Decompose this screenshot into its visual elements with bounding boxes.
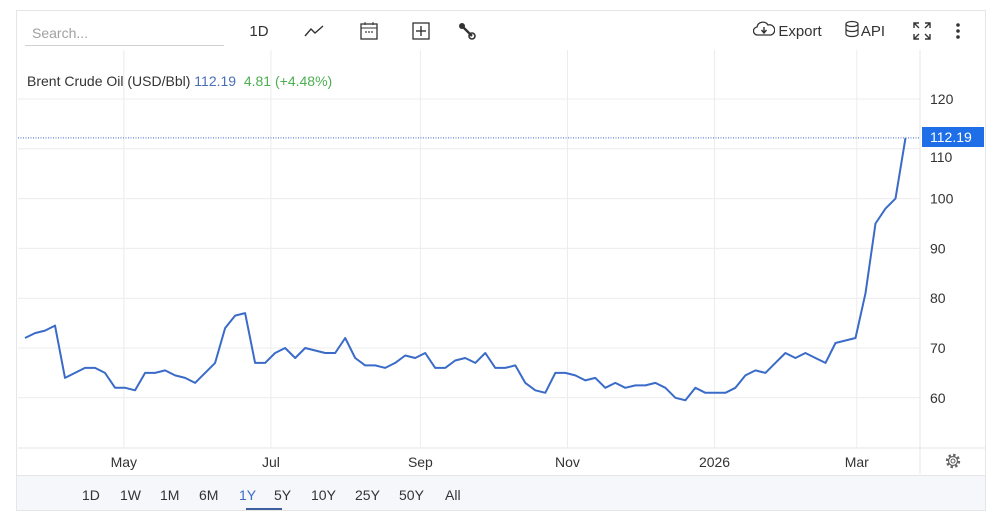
range-selector: 1D 1W 1M 6M 1Y 5Y 10Y 25Y 50Y All (17, 475, 985, 510)
y-tick-label: 120 (930, 91, 954, 107)
api-label: API (860, 22, 886, 40)
range-all[interactable]: All (445, 487, 461, 503)
cloud-download-icon (753, 21, 776, 41)
y-tick-label: 110 (930, 149, 953, 165)
y-tick-label: 100 (930, 191, 954, 207)
y-tick-label: 80 (930, 290, 946, 306)
line-chart-icon[interactable] (300, 18, 328, 44)
range-1m[interactable]: 1M (160, 487, 180, 503)
export-button[interactable]: Export (750, 18, 825, 44)
range-1w[interactable]: 1W (120, 487, 141, 503)
price-series-line (24, 137, 907, 402)
x-tick-label: Jul (262, 454, 280, 470)
chart-container (16, 10, 986, 511)
legend-name: Brent Crude Oil (USD/Bbl) (27, 73, 191, 89)
fullscreen-icon[interactable] (910, 18, 934, 44)
range-5y[interactable]: 5Y (274, 487, 292, 503)
range-6m[interactable]: 6M (199, 487, 219, 503)
y-tick-label: 60 (930, 390, 946, 406)
database-icon (845, 20, 859, 42)
legend-change: 4.81 (+4.48%) (243, 73, 333, 89)
x-tick-label: 2026 (699, 454, 730, 470)
x-tick-label: Mar (845, 454, 869, 470)
calendar-icon[interactable] (355, 18, 383, 44)
range-1y[interactable]: 1Y (239, 487, 257, 503)
add-indicator-icon[interactable] (407, 18, 435, 44)
x-tick-label: Nov (555, 454, 580, 470)
y-tick-label: 70 (930, 340, 946, 356)
legend-value: 112.19 (194, 73, 237, 89)
more-menu-icon[interactable] (948, 18, 968, 44)
range-25y[interactable]: 25Y (355, 487, 380, 503)
settings-gear-icon[interactable] (940, 450, 966, 472)
export-label: Export (778, 22, 822, 40)
x-tick-label: Sep (408, 454, 433, 470)
range-1d[interactable]: 1D (82, 487, 100, 503)
interval-button[interactable]: 1D (249, 22, 269, 40)
range-50y[interactable]: 50Y (399, 487, 424, 503)
wrench-icon[interactable] (453, 18, 481, 44)
range-10y[interactable]: 10Y (311, 487, 336, 503)
y-tick-label: 90 (930, 240, 946, 256)
chart-legend: Brent Crude Oil (USD/Bbl) 112.19 4.81 (+… (27, 73, 332, 89)
api-button[interactable]: API (842, 18, 888, 44)
search-input[interactable] (25, 20, 224, 46)
last-price-tag: 112.19 (922, 127, 984, 147)
active-range-underline (246, 508, 282, 510)
x-tick-label: May (111, 454, 137, 470)
